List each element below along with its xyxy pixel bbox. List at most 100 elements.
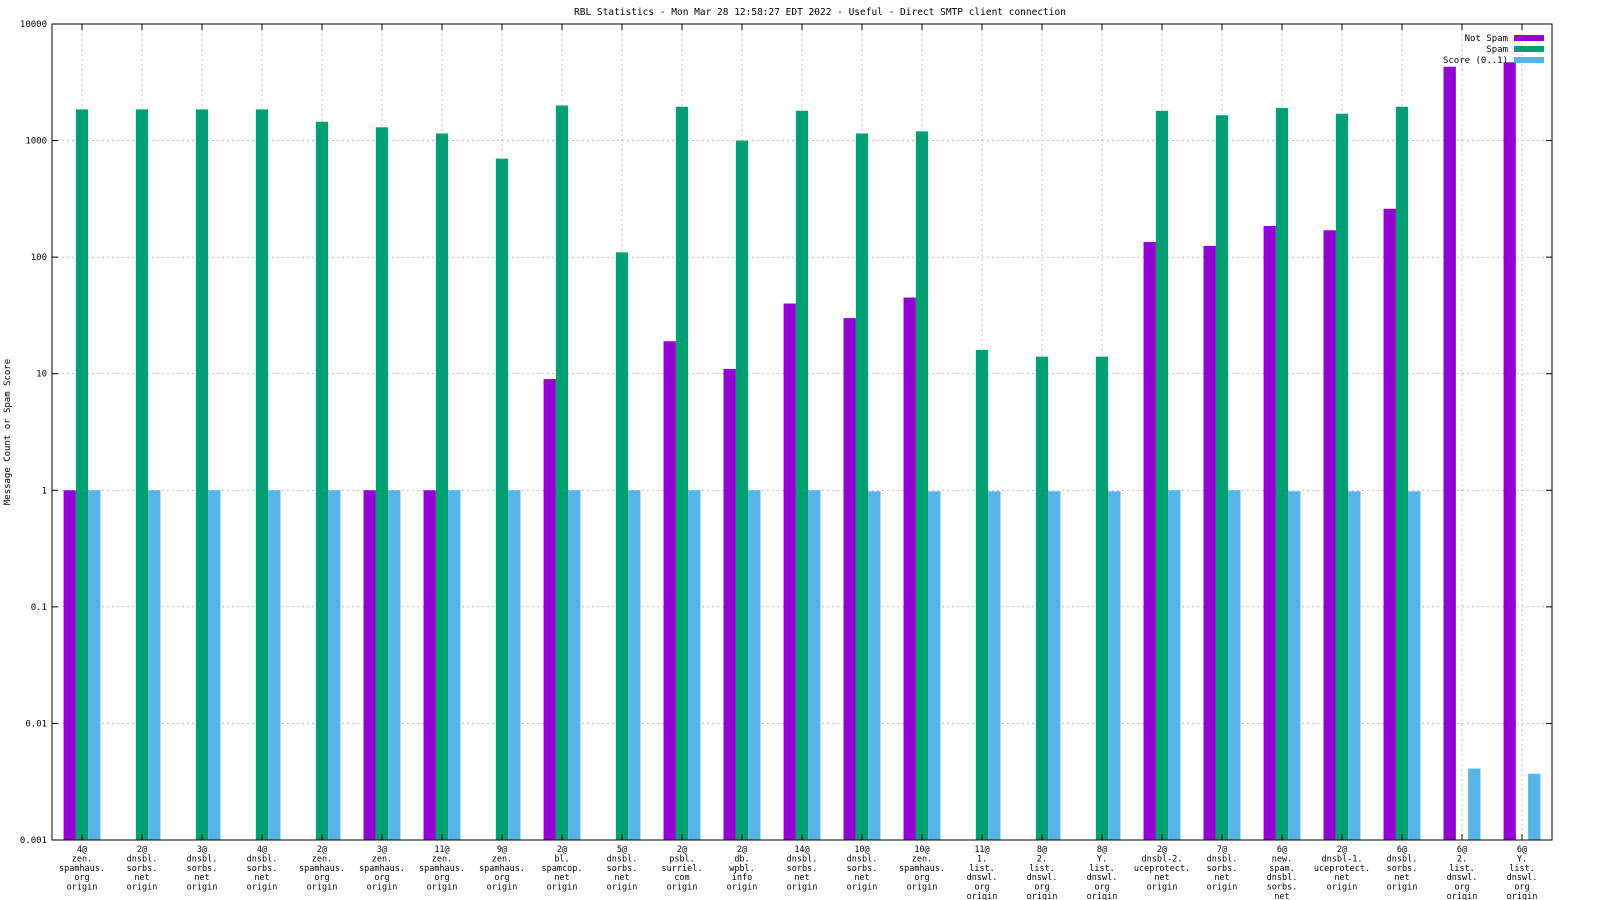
bar-score-0-1: [1288, 491, 1301, 840]
bar-score-0-1: [1468, 768, 1481, 840]
x-category-label: 2@ zen. spamhaus. org origin: [299, 845, 345, 893]
bar-score-0-1: [148, 490, 161, 840]
x-category-label: 10@ dnsbl. sorbs. net origin: [847, 845, 878, 893]
bar-spam: [675, 106, 689, 841]
y-tick-label: 0.01: [25, 719, 47, 729]
bar-not-spam: [723, 368, 736, 840]
bar-spam: [1335, 113, 1349, 841]
bar-spam: [315, 121, 329, 841]
bar-not-spam: [903, 297, 916, 840]
bar-score-0-1: [328, 490, 341, 840]
y-axis-ticks: 0.001 0.01 0.1 1 10 100 1000 10000: [20, 20, 1552, 846]
bar-not-spam: [543, 379, 556, 840]
bar-spam: [75, 109, 89, 841]
legend-label: Not Spam: [1465, 34, 1508, 44]
x-category-label: 10@ zen. spamhaus. org origin: [899, 845, 945, 893]
x-category-label: 2@ bl. spamcop. net origin: [542, 845, 583, 893]
x-category-label: 3@ zen. spamhaus. org origin: [359, 845, 405, 893]
legend-swatch: [1514, 46, 1544, 52]
y-tick-label: 1: [42, 486, 47, 496]
bar-score-0-1: [868, 491, 881, 840]
bar-score-0-1: [988, 491, 1001, 840]
bar-not-spam: [843, 318, 856, 840]
bar-spam: [615, 252, 629, 841]
legend-swatch: [1514, 35, 1544, 41]
bar-score-0-1: [1048, 491, 1061, 840]
bar-not-spam: [1503, 62, 1516, 841]
x-category-label: 14@ dnsbl. sorbs. net origin: [787, 845, 818, 893]
x-category-label: 5@ dnsbl. sorbs. net origin: [607, 845, 638, 893]
bar-score-0-1: [88, 490, 101, 840]
x-category-label: 6@ dnsbl. sorbs. net origin: [1387, 845, 1418, 893]
bar-spam: [375, 127, 389, 841]
bar-score-0-1: [1168, 490, 1181, 840]
bar-score-0-1: [508, 490, 521, 840]
x-category-label: 11@ zen. spamhaus. org origin: [419, 845, 465, 893]
bar-not-spam: [1143, 241, 1156, 841]
bar-spam: [795, 110, 809, 840]
x-category-label: 2@ dnsbl. sorbs. net origin: [127, 845, 158, 893]
bar-spam: [135, 109, 149, 841]
x-category-label: 6@ 2. list. dnswl. org origin: [1447, 845, 1478, 900]
bar-spam: [1155, 110, 1169, 840]
y-axis-label: Message Count or Spam Score: [3, 359, 13, 505]
x-category-label: 4@ zen. spamhaus. org origin: [59, 845, 105, 893]
legend-swatch: [1514, 57, 1544, 63]
bar-spam: [255, 109, 269, 841]
plot-frame: [51, 23, 1553, 841]
x-category-label: 7@ dnsbl. sorbs. net origin: [1207, 845, 1238, 893]
bar-not-spam: [423, 490, 436, 840]
x-category-label: 2@ dnsbl-1. uceprotect. net origin: [1314, 845, 1370, 893]
bar-score-0-1: [808, 490, 821, 840]
x-category-label: 8@ Y. list. dnswl. org origin: [1087, 845, 1118, 900]
bar-score-0-1: [928, 491, 941, 840]
bar-spam: [195, 109, 209, 841]
bar-score-0-1: [568, 490, 581, 840]
y-tick-label: 100: [31, 253, 47, 263]
bar-score-0-1: [1108, 491, 1121, 840]
bar-not-spam: [783, 303, 796, 841]
y-tick-label: 1000: [25, 137, 47, 147]
bar-score-0-1: [1528, 773, 1541, 840]
bar-spam: [1395, 106, 1409, 841]
bar-not-spam: [1383, 208, 1396, 841]
bar-not-spam: [363, 490, 376, 840]
x-category-label: 11@ 1. list. dnswl. org origin: [967, 845, 998, 900]
x-category-label: 2@ dnsbl-2. uceprotect. net origin: [1134, 845, 1190, 893]
bar-not-spam: [1263, 225, 1276, 840]
bar-score-0-1: [208, 490, 221, 840]
y-tick-label: 0.1: [31, 603, 47, 613]
x-category-label: 4@ dnsbl. sorbs. net origin: [247, 845, 278, 893]
bar-score-0-1: [1408, 491, 1421, 840]
x-category-label: 2@ db. wpbl. info origin: [727, 845, 758, 893]
bar-score-0-1: [1348, 491, 1361, 840]
legend-label: Score (0..1): [1443, 56, 1508, 66]
bar-spam: [1215, 115, 1229, 841]
bar-score-0-1: [748, 490, 761, 840]
y-tick-label: 10: [36, 370, 47, 380]
x-category-label: 6@ Y. list. dnswl. org origin: [1507, 845, 1538, 900]
x-category-label: 2@ psbl. surriel. com origin: [662, 845, 703, 893]
x-category-label: 8@ 2. list. dnswl. org origin: [1027, 845, 1058, 900]
bar-spam: [495, 158, 509, 841]
bar-spam: [555, 105, 569, 841]
bar-score-0-1: [388, 490, 401, 840]
bar-not-spam: [1443, 66, 1456, 840]
bar-spam: [1035, 356, 1049, 840]
bar-spam: [1095, 356, 1109, 840]
bar-not-spam: [63, 490, 76, 840]
bar-spam: [435, 133, 449, 840]
y-tick-label: 0.001: [20, 836, 47, 846]
bar-spam: [915, 131, 929, 840]
legend-label: Spam: [1486, 45, 1508, 55]
bars: [63, 62, 1541, 841]
bar-score-0-1: [268, 490, 281, 840]
x-category-label: 9@ zen. spamhaus. org origin: [479, 845, 525, 893]
x-axis-categories: 4@ zen. spamhaus. org origin 2@ dnsbl. sorbs. ne…: [59, 845, 1537, 900]
bar-score-0-1: [628, 490, 641, 840]
bar-spam: [975, 349, 989, 840]
x-category-label: 3@ dnsbl. sorbs. net origin: [187, 845, 218, 893]
